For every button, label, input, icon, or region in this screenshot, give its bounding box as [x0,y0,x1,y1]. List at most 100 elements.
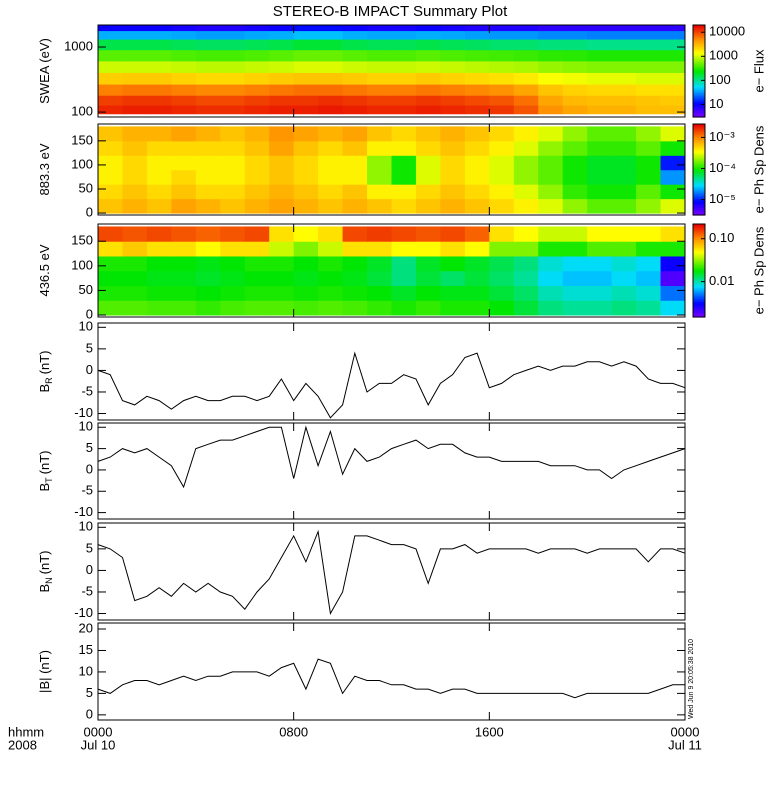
x-tick-label: 0000 [84,724,113,739]
heat-cell [562,84,588,96]
heat-cell [367,95,392,106]
heat-cell [195,300,221,316]
heat-cell [562,126,588,142]
heat-cell [195,285,221,301]
colorbar-segment [693,239,705,242]
heat-cell [146,241,172,257]
colorbar-segment [693,104,705,107]
heat-cell [611,270,637,287]
heat-cell [318,226,344,242]
heat-cell [318,72,344,85]
colorbar-segment [693,166,705,169]
heat-cell [513,198,539,214]
heat-cell [220,300,246,316]
heat-cell [122,226,148,242]
y-axis-label: BT (nT) [37,450,54,491]
heat-cell [611,84,637,96]
heat-cell [367,84,392,96]
heat-cell [464,184,490,200]
y-tick-label: 5 [86,685,93,700]
heat-cell [318,255,344,272]
heat-cell [195,84,221,96]
heat-cell [220,95,246,106]
heat-cell [98,60,123,73]
heat-cell [611,255,637,272]
heat-cell [318,270,344,287]
heat-cell [538,300,564,316]
heat-cell [636,300,662,316]
heat-cell [293,60,319,73]
heat-cell [244,30,270,40]
heat-cell [318,126,344,142]
heat-cell [611,30,637,40]
colorbar-segment [693,236,705,239]
heat-cell [636,255,662,272]
heat-cell [587,49,613,62]
heat-cell [636,30,662,40]
colorbar-segment [693,103,705,106]
heat-cell [367,226,392,242]
colorbar-segment [693,261,705,264]
heat-cell [440,169,466,185]
heat-cell [195,39,221,51]
heat-cell [122,155,148,171]
heat-cell [146,60,172,73]
heat-cell [146,300,172,316]
heat-cell [611,72,637,85]
heat-cell [146,169,172,185]
heat-cell [318,49,344,62]
heat-cell [415,60,441,73]
colorbar-segment [693,237,705,241]
heat-cell [293,95,319,106]
heat-cell [318,241,344,257]
heat-cell [367,184,392,200]
y-axis-label-main: 436.5 eV [37,244,52,296]
heat-cell [220,39,246,51]
colorbar-segment [693,204,705,207]
heat-cell [660,255,686,272]
heat-cell [587,84,613,96]
heat-cell [391,25,417,32]
y-tick-label: 10 [79,419,93,434]
colorbar-segment [693,97,705,100]
heat-cell [195,30,221,40]
heat-cell [195,95,221,106]
colorbar-segment [693,84,705,87]
heat-cell [195,104,221,115]
heat-cell [122,300,148,316]
heat-cell [636,285,662,301]
heat-cell [611,95,637,106]
heat-cell [318,184,344,200]
heat-cell [489,184,515,200]
heat-cell [562,39,588,51]
heat-cell [636,198,662,214]
heat-cell [98,140,123,156]
heat-cell [220,72,246,85]
heat-cell [146,126,172,142]
heat-cell [342,226,368,242]
heat-cell [391,72,417,85]
y-tick-label: 150 [71,132,93,147]
heat-cell [587,226,613,242]
y-tick-label: 1000 [64,38,93,53]
heat-cell [562,104,588,115]
heat-cell [342,39,368,51]
heat-cell [611,226,637,242]
heat-cell [660,241,686,257]
colorbar-segment [693,109,705,112]
heat-cell [244,72,270,85]
heat-cell [269,49,295,62]
colorbar-segment [693,128,705,131]
heat-cell [391,30,417,40]
panel-frame [97,223,686,318]
colorbar-segment [693,137,705,140]
colorbar-segment [693,160,705,163]
heat-cell [171,39,197,51]
heat-cell [367,126,392,142]
colorbar-segment [693,306,705,309]
heat-cell [440,184,466,200]
heat-cell [489,300,515,316]
heat-cell [269,30,295,40]
heat-cell [98,39,123,51]
heat-cell [464,285,490,301]
